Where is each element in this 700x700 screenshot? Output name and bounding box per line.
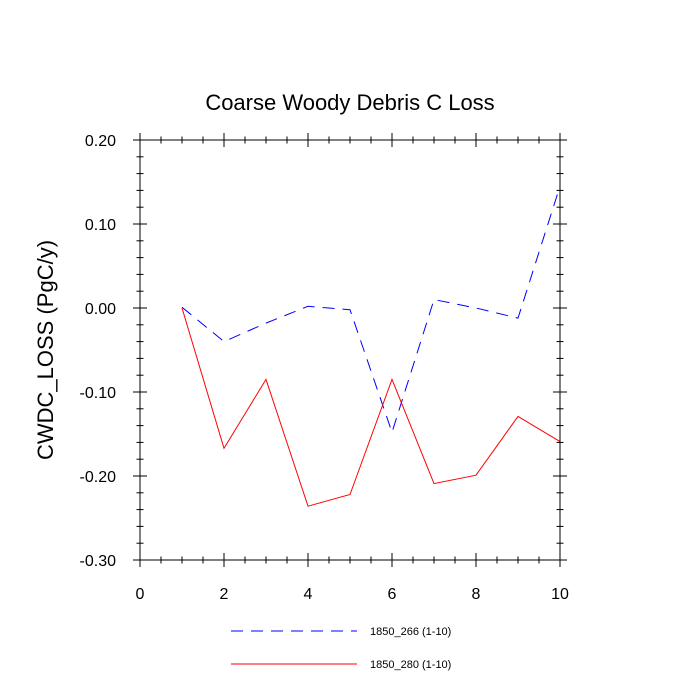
legend: 1850_266 (1-10) 1850_280 (1-10) [231,626,451,671]
x-tick-label: 10 [551,586,569,603]
y-tick-label: 0.00 [85,301,116,318]
legend-label-1: 1850_266 (1-10) [370,626,451,638]
y-tick-label: -0.20 [80,469,117,486]
x-tick-label: 6 [388,586,397,603]
y-tick-label: 0.20 [85,133,116,150]
plot-frame [139,139,561,561]
y-axis-label: CWDC_LOSS (PgC/y) [33,240,58,460]
y-tick-label: -0.10 [80,385,117,402]
x-tick-label: 0 [136,586,145,603]
series-line-1 [181,186,561,434]
x-tick-label: 2 [220,586,229,603]
y-tick-label: -0.30 [80,553,117,570]
axis-ticks: 0 2 4 6 8 10 -0.30 -0.20 -0.10 0.00 0.10 0.20 [80,133,569,603]
series-line-2 [181,307,561,507]
y-tick-label: 0.10 [85,217,116,234]
legend-label-2: 1850_280 (1-10) [370,659,451,671]
plot-marks [181,186,561,507]
chart-title: Coarse Woody Debris C Loss [205,90,494,115]
x-tick-label: 8 [472,586,481,603]
x-tick-label: 4 [304,586,313,603]
